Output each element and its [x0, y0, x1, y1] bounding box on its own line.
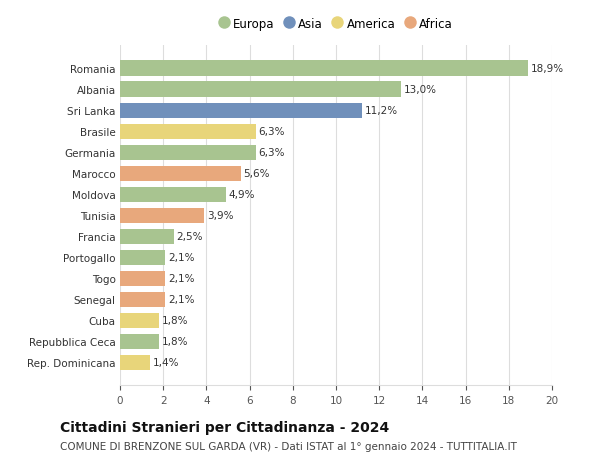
- Bar: [120, 208, 204, 223]
- Text: 4,9%: 4,9%: [229, 190, 255, 200]
- Text: COMUNE DI BRENZONE SUL GARDA (VR) - Dati ISTAT al 1° gennaio 2024 - TUTTITALIA.I: COMUNE DI BRENZONE SUL GARDA (VR) - Dati…: [60, 441, 517, 451]
- Text: 2,5%: 2,5%: [176, 232, 203, 242]
- Text: 1,4%: 1,4%: [153, 358, 179, 368]
- Bar: [120, 292, 166, 307]
- Text: 2,1%: 2,1%: [168, 253, 194, 263]
- Text: 5,6%: 5,6%: [244, 169, 270, 179]
- Text: 13,0%: 13,0%: [403, 85, 436, 95]
- Text: 11,2%: 11,2%: [365, 106, 398, 116]
- Bar: [120, 145, 256, 160]
- Bar: [120, 187, 226, 202]
- Text: Cittadini Stranieri per Cittadinanza - 2024: Cittadini Stranieri per Cittadinanza - 2…: [60, 420, 389, 434]
- Text: 1,8%: 1,8%: [161, 336, 188, 347]
- Bar: [120, 355, 150, 370]
- Text: 2,1%: 2,1%: [168, 274, 194, 284]
- Bar: [120, 334, 159, 349]
- Bar: [120, 62, 528, 77]
- Text: 3,9%: 3,9%: [207, 211, 233, 221]
- Text: 6,3%: 6,3%: [259, 148, 285, 158]
- Text: 1,8%: 1,8%: [161, 316, 188, 325]
- Bar: [120, 271, 166, 286]
- Bar: [120, 166, 241, 181]
- Text: 18,9%: 18,9%: [531, 64, 564, 74]
- Bar: [120, 124, 256, 140]
- Legend: Europa, Asia, America, Africa: Europa, Asia, America, Africa: [219, 18, 453, 31]
- Bar: [120, 103, 362, 118]
- Bar: [120, 229, 174, 244]
- Text: 6,3%: 6,3%: [259, 127, 285, 137]
- Text: 2,1%: 2,1%: [168, 295, 194, 305]
- Bar: [120, 313, 159, 328]
- Bar: [120, 250, 166, 265]
- Bar: [120, 82, 401, 97]
